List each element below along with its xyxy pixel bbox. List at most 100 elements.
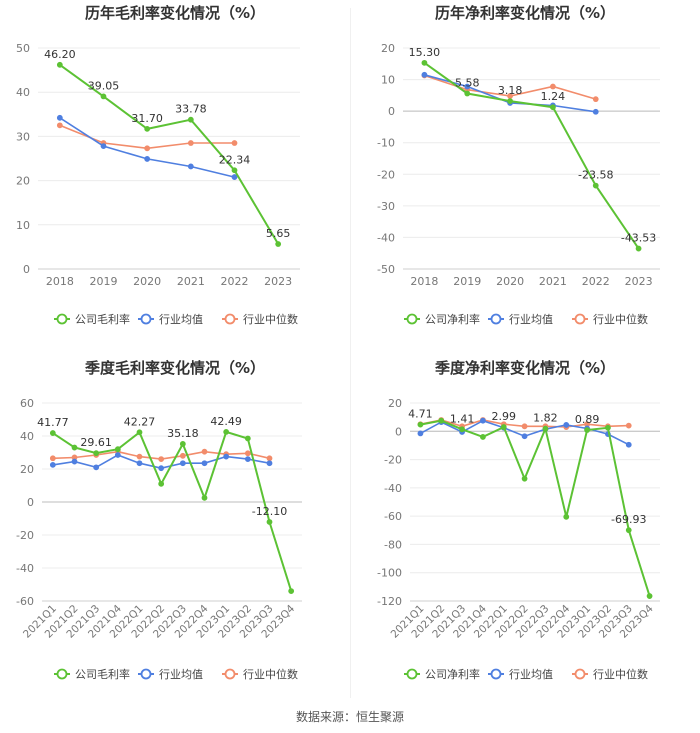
data-point: [625, 441, 632, 448]
y-tick-label: 40: [16, 86, 30, 99]
data-point: [421, 59, 428, 66]
annual-gross-margin-chart: 历年毛利率变化情况（%） 0 10 20 30 40 50 2018 2019 2020 2021 2…: [0, 0, 350, 355]
data-point: [179, 460, 186, 467]
data-point: [417, 421, 424, 428]
data-label: 39.05: [88, 79, 120, 92]
legend-marker-icon: [406, 313, 418, 325]
data-point: [480, 434, 486, 440]
data-point: [592, 96, 599, 103]
data-label: 5.65: [266, 227, 291, 240]
data-point: [521, 475, 528, 482]
data-point: [635, 245, 642, 252]
legend-item[interactable]: 行业均值: [488, 313, 553, 326]
chart-title: 季度毛利率变化情况（%）: [85, 359, 265, 377]
data-point: [158, 480, 165, 487]
data-point: [187, 140, 194, 146]
data-point: [563, 513, 570, 520]
data-point: [144, 145, 151, 152]
legend-item[interactable]: 行业中位数: [572, 312, 648, 326]
data-point: [158, 465, 165, 472]
y-tick-label: -30: [377, 200, 395, 213]
data-point: [93, 464, 100, 471]
legend-label: 行业中位数: [593, 312, 648, 326]
data-label: 5.58: [455, 77, 480, 90]
legend-item[interactable]: 公司净利率: [404, 312, 480, 326]
data-point: [136, 453, 143, 460]
x-tick-label: 2020: [496, 275, 524, 288]
legend-marker-icon: [574, 668, 586, 680]
quarterly-net-margin-chart: 季度净利率变化情况（%） -120 -100 -80 -60 -40 -20 0 20 2021Q…: [350, 355, 700, 710]
data-point: [114, 452, 121, 458]
series-line: [52, 430, 293, 592]
y-tick-label: 0: [23, 263, 30, 276]
data-point: [201, 494, 208, 501]
y-tick-label: -60: [384, 510, 402, 523]
data-point: [100, 143, 107, 150]
data-point: [201, 460, 208, 467]
y-tick-label: 20: [20, 463, 34, 476]
panel-divider: [350, 8, 351, 698]
data-label: 4.71: [408, 408, 433, 421]
chart-svg: 历年净利率变化情况（%） -50 -40 -30 -20 -10 0 10 20 2018 2019…: [377, 4, 660, 326]
data-label: 29.61: [80, 436, 112, 449]
data-point: [464, 90, 471, 97]
legend-item[interactable]: 行业均值: [138, 313, 203, 326]
data-point: [288, 588, 295, 595]
data-point: [507, 98, 513, 105]
legend-marker-icon: [56, 668, 68, 680]
y-tick-label: -120: [377, 595, 402, 608]
data-label: 3.18: [498, 84, 523, 97]
quarterly-gross-margin-chart: 季度毛利率变化情况（%） -60 -40 -20 0 20 40 60 2021Q1 2021Q2…: [0, 355, 350, 710]
legend-marker-icon: [574, 313, 586, 325]
y-tick-label: 10: [16, 219, 30, 232]
y-tick-label: 30: [16, 130, 30, 143]
data-point: [592, 182, 599, 189]
chart-title: 历年净利率变化情况（%）: [435, 4, 615, 22]
data-point: [266, 519, 273, 525]
x-tick-label: 2023: [264, 275, 292, 288]
data-label: -43.53: [621, 232, 656, 245]
data-point: [179, 452, 186, 459]
chart-svg: 季度净利率变化情况（%）-120-100-80-60-40-200202021Q…: [377, 359, 660, 681]
data-label: 41.77: [37, 416, 69, 429]
legend-label: 行业均值: [509, 313, 553, 326]
data-label: 46.20: [44, 48, 76, 61]
data-point: [201, 448, 208, 455]
data-point: [266, 455, 273, 462]
data-label: 1.82: [533, 412, 558, 425]
y-tick-label: -10: [377, 137, 395, 150]
legend-item[interactable]: 行业中位数: [222, 312, 298, 326]
data-point: [521, 433, 528, 440]
legend-marker-icon: [490, 313, 502, 325]
legend-item[interactable]: 行业均值: [488, 668, 553, 681]
legend-item[interactable]: 行业中位数: [222, 667, 298, 681]
data-point: [550, 104, 556, 111]
legend-item[interactable]: 公司毛利率: [54, 312, 130, 326]
legend-label: 行业中位数: [243, 667, 298, 681]
legend-label: 行业均值: [159, 313, 203, 326]
data-label: -69.93: [611, 513, 646, 526]
data-point: [187, 116, 194, 123]
chart-svg: 季度毛利率变化情况（%）-60-40-2002040602021Q12021Q2…: [16, 359, 302, 681]
data-label: 2.99: [492, 410, 517, 423]
data-label: 35.18: [167, 427, 199, 440]
data-point: [231, 167, 238, 174]
data-label: 42.49: [210, 415, 242, 428]
data-label: -12.10: [252, 505, 287, 518]
data-point: [438, 417, 445, 424]
y-tick-label: 20: [16, 175, 30, 188]
data-point: [625, 422, 632, 429]
legend-label: 公司净利率: [425, 312, 480, 326]
data-point: [592, 108, 599, 115]
legend-item[interactable]: 公司净利率: [404, 667, 480, 681]
data-point: [56, 61, 63, 68]
x-tick-label: 2020: [133, 275, 161, 288]
legend-item[interactable]: 公司毛利率: [54, 667, 130, 681]
legend-item[interactable]: 行业均值: [138, 668, 203, 681]
x-tick-label: 2021: [177, 275, 205, 288]
x-tick-label: 2018: [46, 275, 74, 288]
legend-item[interactable]: 行业中位数: [572, 667, 648, 681]
data-point: [563, 422, 570, 428]
legend-label: 行业中位数: [593, 667, 648, 681]
y-tick-label: 60: [20, 397, 34, 410]
